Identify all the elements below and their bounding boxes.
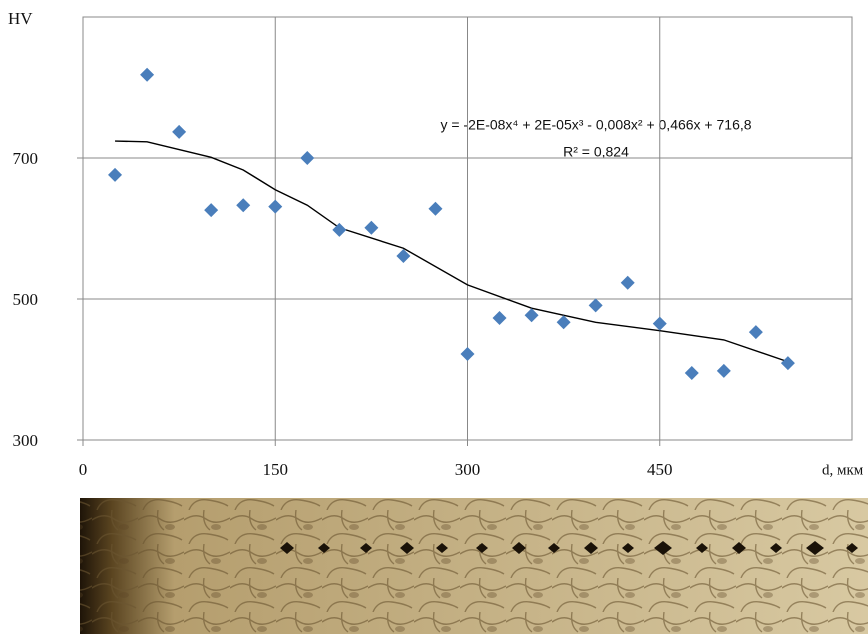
r-squared: R² = 0,824 xyxy=(563,144,629,160)
data-point xyxy=(461,347,475,361)
x-tick-label: 0 xyxy=(79,460,88,479)
y-tick-label: 700 xyxy=(13,149,39,168)
x-tick-label: 300 xyxy=(455,460,481,479)
x-tick-label: 450 xyxy=(647,460,673,479)
y-tick-label: 300 xyxy=(13,431,39,450)
data-point xyxy=(525,308,539,322)
data-point xyxy=(300,151,314,165)
data-point xyxy=(428,202,442,216)
data-point xyxy=(717,364,731,378)
data-point xyxy=(557,315,571,329)
data-point xyxy=(589,298,603,312)
data-point xyxy=(653,317,667,331)
data-point xyxy=(364,221,378,235)
data-point xyxy=(140,68,154,82)
y-tick-label: 500 xyxy=(13,290,39,309)
data-point xyxy=(749,325,763,339)
data-point xyxy=(493,311,507,325)
data-point xyxy=(781,356,795,370)
chart: HV d, мкм y = -2E-08x⁴ + 2E-05x³ - 0,008… xyxy=(0,0,868,634)
data-point xyxy=(108,168,122,182)
data-point xyxy=(172,125,186,139)
x-tick-label: 150 xyxy=(263,460,289,479)
y-axis-label: HV xyxy=(8,9,33,28)
x-axis-label: d, мкм xyxy=(822,462,864,478)
page: HV d, мкм y = -2E-08x⁴ + 2E-05x³ - 0,008… xyxy=(0,0,868,634)
trendline xyxy=(115,141,788,362)
data-point xyxy=(204,203,218,217)
micrograph xyxy=(80,498,868,634)
trend-equation: y = -2E-08x⁴ + 2E-05x³ - 0,008x² + 0,466… xyxy=(440,117,751,133)
data-point xyxy=(685,366,699,380)
data-point xyxy=(236,198,250,212)
micrograph-grains xyxy=(80,498,868,634)
data-point xyxy=(268,200,282,214)
data-point xyxy=(621,276,635,290)
